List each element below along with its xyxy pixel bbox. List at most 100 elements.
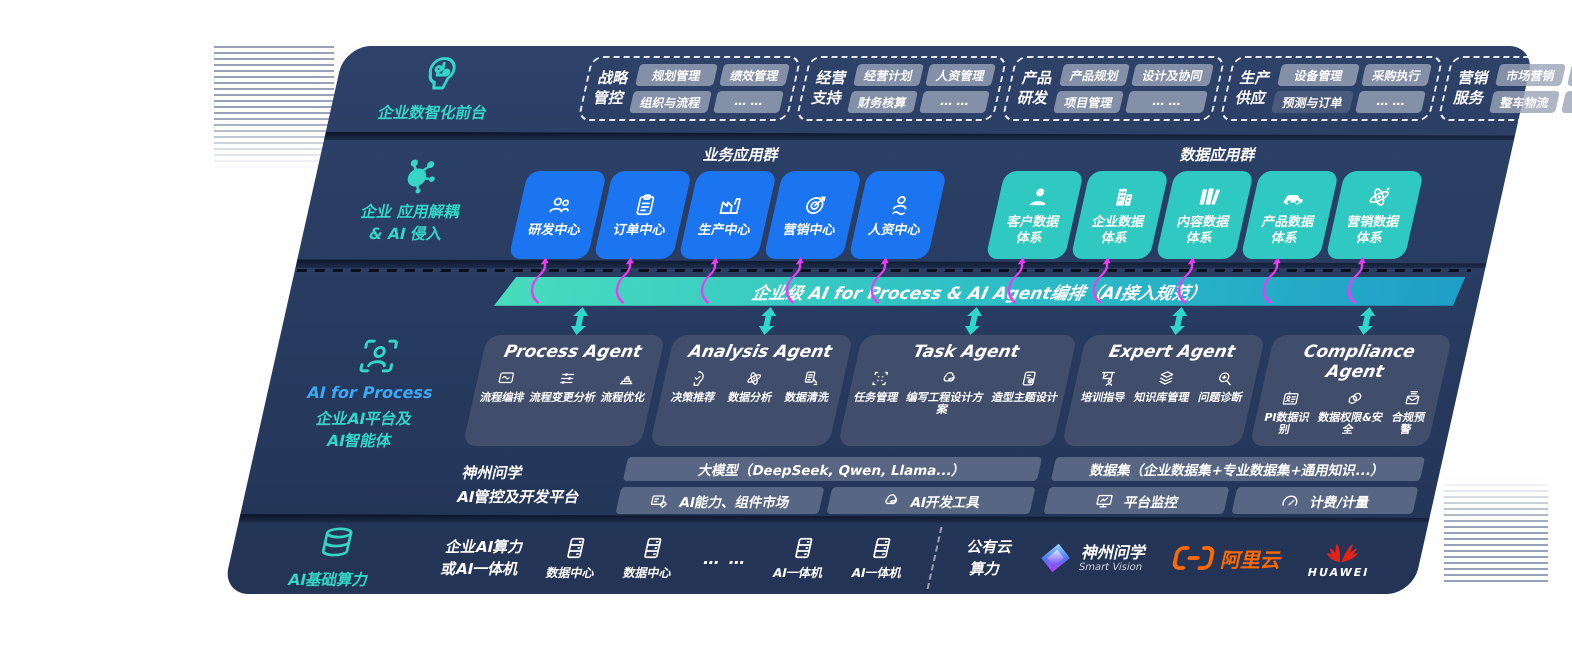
infra-label: AI基础算力 bbox=[286, 571, 370, 590]
chip: 预测与订单 bbox=[1271, 91, 1354, 114]
linked-rings-icon bbox=[1348, 392, 1362, 404]
tile-label: 生产中心 bbox=[696, 223, 752, 239]
agent-item: 任务管理 bbox=[853, 369, 905, 405]
app-label-line2: & AI 侵入 bbox=[366, 224, 445, 243]
tile-label: 人资中心 bbox=[866, 223, 922, 239]
agent-items: PI数据识别 数据权限&安全 合规预警 bbox=[1256, 389, 1435, 437]
workflow-icon bbox=[498, 372, 515, 383]
agent-item: 合规预警 bbox=[1383, 389, 1435, 437]
cloud-pen-icon bbox=[943, 371, 955, 382]
diagnose-icon bbox=[1218, 372, 1231, 386]
ai-label-col: AI for Process 企业AI平台及 AI智能体 bbox=[240, 274, 499, 514]
aliyun-logo: 阿里云 bbox=[1171, 544, 1285, 573]
chip: 项目管理 bbox=[1053, 91, 1124, 114]
magenta-arrow bbox=[1262, 257, 1280, 305]
chip: … … bbox=[712, 91, 784, 114]
front-layer-label: 企业数智化前台 bbox=[376, 103, 489, 122]
front-label-col: 企业数智化前台 bbox=[326, 46, 550, 132]
person-wave-icon bbox=[891, 196, 906, 216]
clipboard-icon bbox=[635, 194, 654, 216]
agent-item-label: PI数据识别 bbox=[1262, 410, 1311, 437]
data-app-group: 数据应用群 客户数据体系 企业数据体系 bbox=[985, 144, 1430, 305]
chip: 产品规划 bbox=[1059, 64, 1130, 87]
model-chips-row: AI能力、组件市场 AI开发工具 bbox=[615, 487, 1036, 515]
ai-label-cn: 企业AI平台及 AI智能体 bbox=[309, 408, 414, 453]
app-groups-row: 业务应用群 研发中心 订单中心 bbox=[502, 140, 1514, 305]
ai-capability-market-chip: AI能力、组件市场 bbox=[615, 487, 825, 515]
design-card-icon bbox=[1022, 371, 1036, 386]
updown-arrow-icon bbox=[571, 306, 589, 335]
tile-label: 研发中心 bbox=[526, 223, 582, 239]
group-product-rd: 产品研发 产品规划 设计及协同 项目管理 … … bbox=[1001, 56, 1226, 122]
datacenter-node: 数据中心 bbox=[545, 535, 603, 581]
database-icon bbox=[321, 527, 352, 557]
tile-customer-data: 客户数据体系 bbox=[985, 171, 1084, 305]
business-tiles-row: 研发中心 订单中心 生产中心 bbox=[508, 171, 947, 305]
public-cloud-label: 公有云 算力 bbox=[960, 536, 1015, 581]
chip: 绩效管理 bbox=[719, 64, 790, 87]
layer-infrastructure: AI基础算力 企业AI算力 或AI一体机 数据中心 数据中心 … … bbox=[223, 523, 1429, 594]
ai-label-en: AI for Process bbox=[305, 382, 435, 402]
ai-orchestration-banner: 企业级 AI for Process & AI Agent编排（AI接入规范） bbox=[494, 277, 1465, 306]
magenta-arrow bbox=[1177, 257, 1195, 305]
target-icon bbox=[805, 196, 826, 215]
chip: 采购执行 bbox=[1361, 64, 1433, 87]
group-title: 生产供应 bbox=[1233, 69, 1273, 107]
business-app-group: 业务应用群 研发中心 订单中心 bbox=[508, 144, 953, 305]
server-icon bbox=[873, 538, 891, 559]
optimize-stack-icon bbox=[620, 376, 633, 385]
dev-cloud-icon bbox=[884, 493, 897, 504]
appliance-label: AI一体机 bbox=[771, 566, 825, 581]
magenta-arrow bbox=[615, 257, 633, 305]
ai-label-line3: AI智能体 bbox=[324, 432, 394, 451]
platform-monitor-chip: 平台监控 bbox=[1043, 487, 1230, 515]
magenta-arrow bbox=[700, 257, 718, 305]
agent-title: Analysis Agent bbox=[686, 341, 834, 362]
agent-item: 培训指导 bbox=[1080, 369, 1132, 405]
magenta-arrow bbox=[530, 257, 548, 305]
more-nodes-ellipsis: … … bbox=[701, 548, 750, 568]
compute-line2: 或AI一体机 bbox=[438, 560, 521, 579]
smart-vision-en: Smart Vision bbox=[1077, 561, 1144, 573]
datacenter-node: 数据中心 bbox=[622, 535, 680, 581]
layer-applications: 企业 应用解耦 & AI 侵入 业务应用群 研发中心 订单中心 bbox=[297, 140, 1514, 305]
building-icon bbox=[1115, 189, 1132, 207]
agent-title: Task Agent bbox=[911, 341, 1022, 362]
magenta-arrow bbox=[1347, 257, 1365, 305]
tile-marketing-data: 营销数据体系 bbox=[1325, 171, 1424, 305]
appliance-label: AI一体机 bbox=[850, 566, 904, 581]
group-chips: 产品规划 设计及协同 项目管理 … … bbox=[1053, 64, 1215, 114]
task-grid-icon bbox=[872, 371, 889, 385]
platform-label: 神州问学 AI管控及开发平台 bbox=[447, 457, 614, 514]
server-label: 数据中心 bbox=[621, 566, 673, 581]
updown-arrow-icon bbox=[758, 306, 776, 335]
group-operation-support: 经营支持 经营计划 人资管理 财务核算 … … bbox=[795, 56, 1008, 122]
agent-item: 问题诊断 bbox=[1197, 369, 1249, 405]
chip: 组织与流程 bbox=[628, 91, 712, 114]
group-chips: 设备管理 采购执行 预测与订单 … … bbox=[1271, 64, 1433, 114]
app-label-line1: 企业 应用解耦 bbox=[359, 202, 462, 221]
monitor-icon bbox=[1096, 494, 1113, 508]
agent-item: 造型主题设计 bbox=[990, 369, 1064, 405]
chip: … … bbox=[1125, 91, 1208, 114]
layers-icon bbox=[1159, 370, 1174, 385]
server-icon bbox=[794, 538, 812, 559]
chip: 人资管理 bbox=[925, 64, 996, 87]
huawei-petals-icon bbox=[1327, 544, 1359, 563]
data-group-header: 数据应用群 bbox=[1178, 146, 1258, 165]
model-bar: 大模型（DeepSeek, Qwen, Llama...） bbox=[622, 457, 1042, 482]
agent-item: 数据分析 bbox=[726, 369, 778, 405]
chip: 客户关系 bbox=[1567, 64, 1572, 87]
app-label-col: 企业 应用解耦 & AI 侵入 bbox=[297, 140, 529, 259]
agent-item-label: 任务管理 bbox=[852, 390, 900, 404]
compute-line1: 企业AI算力 bbox=[444, 537, 526, 556]
huawei-logo: HUAWEI bbox=[1306, 537, 1377, 579]
group-title: 产品研发 bbox=[1015, 69, 1055, 107]
atom-icon bbox=[747, 371, 762, 385]
updown-arrow-icon bbox=[1357, 306, 1375, 335]
agent-item-label: 数据分析 bbox=[726, 390, 774, 404]
group-production-supply: 生产供应 设备管理 采购执行 预测与订单 … … bbox=[1219, 56, 1444, 122]
plate-separator bbox=[324, 132, 1516, 141]
tile-order-center: 订单中心 bbox=[593, 171, 692, 305]
huawei-text: HUAWEI bbox=[1306, 566, 1371, 580]
